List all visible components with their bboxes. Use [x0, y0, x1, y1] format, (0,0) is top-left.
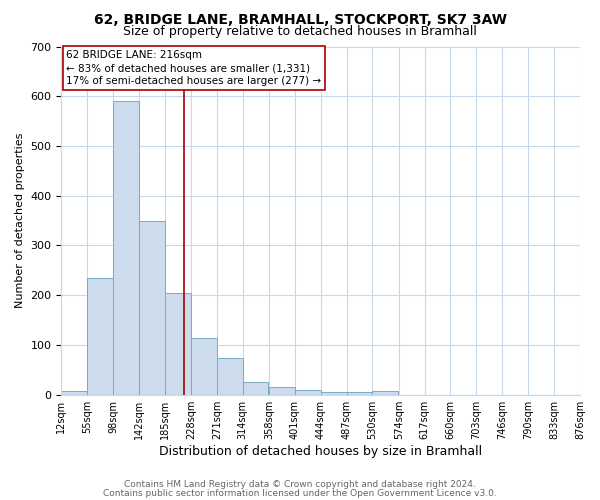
X-axis label: Distribution of detached houses by size in Bramhall: Distribution of detached houses by size …: [159, 444, 482, 458]
Text: Contains public sector information licensed under the Open Government Licence v3: Contains public sector information licen…: [103, 488, 497, 498]
Text: 62, BRIDGE LANE, BRAMHALL, STOCKPORT, SK7 3AW: 62, BRIDGE LANE, BRAMHALL, STOCKPORT, SK…: [94, 12, 506, 26]
Bar: [347, 392, 373, 394]
Text: Size of property relative to detached houses in Bramhall: Size of property relative to detached ho…: [123, 25, 477, 38]
Bar: [139, 220, 165, 394]
Text: 62 BRIDGE LANE: 216sqm
← 83% of detached houses are smaller (1,331)
17% of semi-: 62 BRIDGE LANE: 216sqm ← 83% of detached…: [66, 50, 322, 86]
Bar: [87, 278, 113, 394]
Text: Contains HM Land Registry data © Crown copyright and database right 2024.: Contains HM Land Registry data © Crown c…: [124, 480, 476, 489]
Bar: [191, 338, 217, 394]
Bar: [269, 387, 295, 394]
Bar: [373, 391, 398, 394]
Bar: [113, 101, 139, 394]
Bar: [217, 358, 242, 394]
Bar: [61, 390, 87, 394]
Bar: [242, 382, 268, 394]
Y-axis label: Number of detached properties: Number of detached properties: [15, 133, 25, 308]
Bar: [295, 390, 321, 394]
Bar: [321, 392, 347, 394]
Bar: [165, 292, 191, 394]
